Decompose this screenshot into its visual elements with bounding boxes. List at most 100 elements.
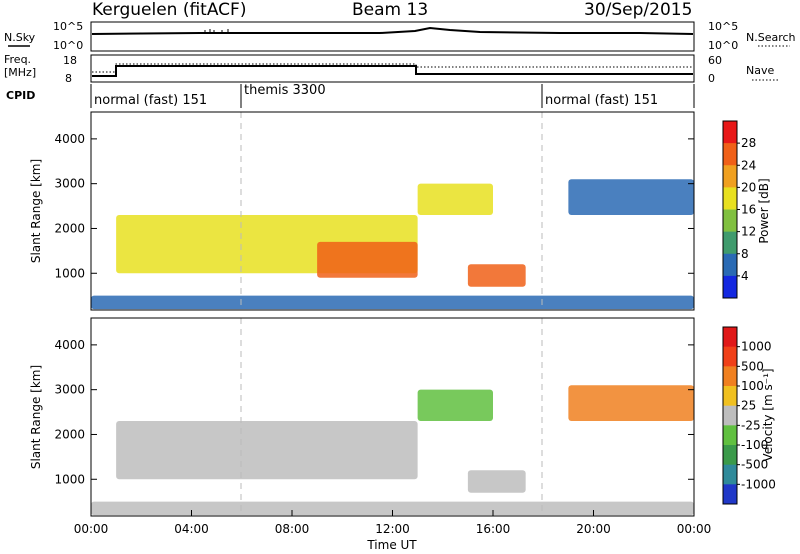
cpid-mode-2: themis 3300 <box>244 83 326 98</box>
velocity-colorbar-tick-label: -100 <box>741 438 768 452</box>
velocity-colorbar-segment <box>723 327 737 348</box>
velocity-colorbar-frame <box>722 326 738 505</box>
velocity-colorbar-segment <box>723 346 737 367</box>
power-y-tick-label: 2000 <box>54 221 85 235</box>
power-echo-region <box>417 183 493 216</box>
velocity-colorbar-tick-label: -1000 <box>741 477 776 491</box>
power-y-tick-label: 1000 <box>54 266 85 280</box>
power-colorbar-tick-label: 20 <box>741 180 756 194</box>
site-title: Kerguelen (fitACF) <box>92 0 246 20</box>
power-colorbar-tick-label: 28 <box>741 136 756 150</box>
power-colorbar-tick-label: 24 <box>741 158 756 172</box>
velocity-colorbar-segment <box>723 386 737 407</box>
velocity-colorbar-tick-label: 500 <box>741 359 764 373</box>
velocity-y-tick-label: 4000 <box>54 338 85 352</box>
time-tick-label: 20:00 <box>576 522 611 536</box>
freq-right-tick-bottom: 0 <box>708 72 715 85</box>
power-colorbar-segment <box>723 187 737 210</box>
time-axis-label: Time UT <box>366 538 417 552</box>
nsky-panel: N.Sky 10^5 10^0 10^5 10^0 N.Search <box>4 20 796 52</box>
nave-trace <box>92 63 693 73</box>
velocity-echo-region <box>116 421 418 480</box>
power-colorbar-segment <box>723 143 737 166</box>
nsky-label: N.Sky <box>4 31 36 44</box>
date-title: 30/Sep/2015 <box>584 0 692 20</box>
velocity-colorbar-tick-label: 25 <box>741 399 756 413</box>
power-echo-layer <box>91 179 694 310</box>
time-axis: 00:00 04:00 08:00 12:00 16:00 20:00 00:00 <box>74 510 712 536</box>
time-tick-label: 00:00 <box>74 522 109 536</box>
nave-label: Nave <box>746 64 774 77</box>
velocity-colorbar-segment <box>723 425 737 446</box>
freq-left-tick-bottom: 8 <box>65 72 72 85</box>
freq-left-tick-top: 18 <box>63 54 77 67</box>
freq-trace <box>92 65 693 77</box>
time-tick-label: 16:00 <box>476 522 511 536</box>
power-y-tick-label: 4000 <box>54 132 85 146</box>
power-echo-region <box>467 264 526 287</box>
power-colorbar-segment <box>723 121 737 144</box>
velocity-colorbar-segment <box>723 484 737 505</box>
nsky-trace <box>91 26 694 35</box>
power-colorbar-segment <box>723 165 737 188</box>
power-colorbar-tick-label: 12 <box>741 225 756 239</box>
freq-label-line1: Freq. <box>4 53 31 66</box>
power-colorbar-tick-label: 8 <box>741 247 749 261</box>
velocity-colorbar: 1000 500 100 25 -25 -100 -500 -1000 <box>722 326 776 505</box>
velocity-echo-region <box>417 389 493 422</box>
power-colorbar-segment <box>723 275 737 299</box>
freq-panel: Freq. [MHz] 18 8 60 0 Nave <box>4 53 780 85</box>
beam-title: Beam 13 <box>352 0 428 20</box>
freq-right-tick-top: 60 <box>708 54 722 67</box>
velocity-y-tick-label: 3000 <box>54 383 85 397</box>
velocity-colorbar-label: Velocity [m s⁻¹] <box>761 368 775 461</box>
nsky-right-tick-top: 10^5 <box>708 20 738 33</box>
velocity-colorbar-segment <box>723 445 737 466</box>
power-colorbar-tick-label: 4 <box>741 269 749 283</box>
velocity-y-tick-label: 2000 <box>54 427 85 441</box>
cpid-mode-1: normal (fast) 151 <box>94 93 207 108</box>
power-echo-region <box>91 295 694 310</box>
time-tick-label: 00:00 <box>677 522 712 536</box>
velocity-colorbar-segment <box>723 464 737 485</box>
power-colorbar-segment <box>723 253 737 277</box>
time-tick-label: 12:00 <box>375 522 410 536</box>
nsky-left-tick-top: 10^5 <box>53 20 83 33</box>
nsky-right-tick-bottom: 10^0 <box>708 39 738 52</box>
velocity-echo-layer <box>91 385 694 516</box>
power-y-tick-label: 3000 <box>54 177 85 191</box>
velocity-y-tick-label: 1000 <box>54 472 85 486</box>
power-colorbar-segment <box>723 231 737 255</box>
velocity-colorbar-segment <box>723 405 737 426</box>
power-colorbar: 4 8 12 16 20 24 28 <box>722 120 756 299</box>
velocity-y-axis: 1000 2000 3000 4000 <box>54 338 694 486</box>
cpid-label: CPID <box>6 89 35 102</box>
nsky-spikes <box>204 29 229 33</box>
velocity-echo-region <box>91 501 694 516</box>
velocity-colorbar-tick-label: -500 <box>741 458 768 472</box>
velocity-panel: 1000 2000 3000 4000 Slant Range [km] 1000 50… <box>29 317 776 552</box>
power-ylabel: Slant Range [km] <box>29 159 43 263</box>
power-echo-region <box>317 241 418 278</box>
power-y-axis: 1000 2000 3000 4000 <box>54 132 694 280</box>
cpid-mode-3: normal (fast) 151 <box>545 93 658 108</box>
velocity-colorbar-tick-label: 1000 <box>741 340 772 354</box>
nsky-left-tick-bottom: 10^0 <box>53 39 83 52</box>
time-tick-label: 04:00 <box>174 522 209 536</box>
velocity-colorbar-tick-label: -25 <box>741 418 761 432</box>
time-tick-label: 08:00 <box>275 522 310 536</box>
power-colorbar-label: Power [dB] <box>757 178 771 243</box>
power-colorbar-segment <box>723 209 737 233</box>
velocity-ylabel: Slant Range [km] <box>29 365 43 469</box>
velocity-colorbar-tick-label: 100 <box>741 379 764 393</box>
power-colorbar-tick-label: 16 <box>741 203 756 217</box>
velocity-colorbar-segment <box>723 366 737 387</box>
power-panel: 1000 2000 3000 4000 Slant Range [km] 4 8 12 16… <box>29 111 771 311</box>
cpid-panel: CPID normal (fast) 151 themis 3300 norma… <box>6 83 695 108</box>
power-echo-region <box>568 179 694 216</box>
velocity-echo-region <box>568 385 694 422</box>
velocity-echo-region <box>467 470 526 493</box>
nsearch-label: N.Search <box>746 31 796 44</box>
freq-label-line2: [MHz] <box>4 66 36 79</box>
